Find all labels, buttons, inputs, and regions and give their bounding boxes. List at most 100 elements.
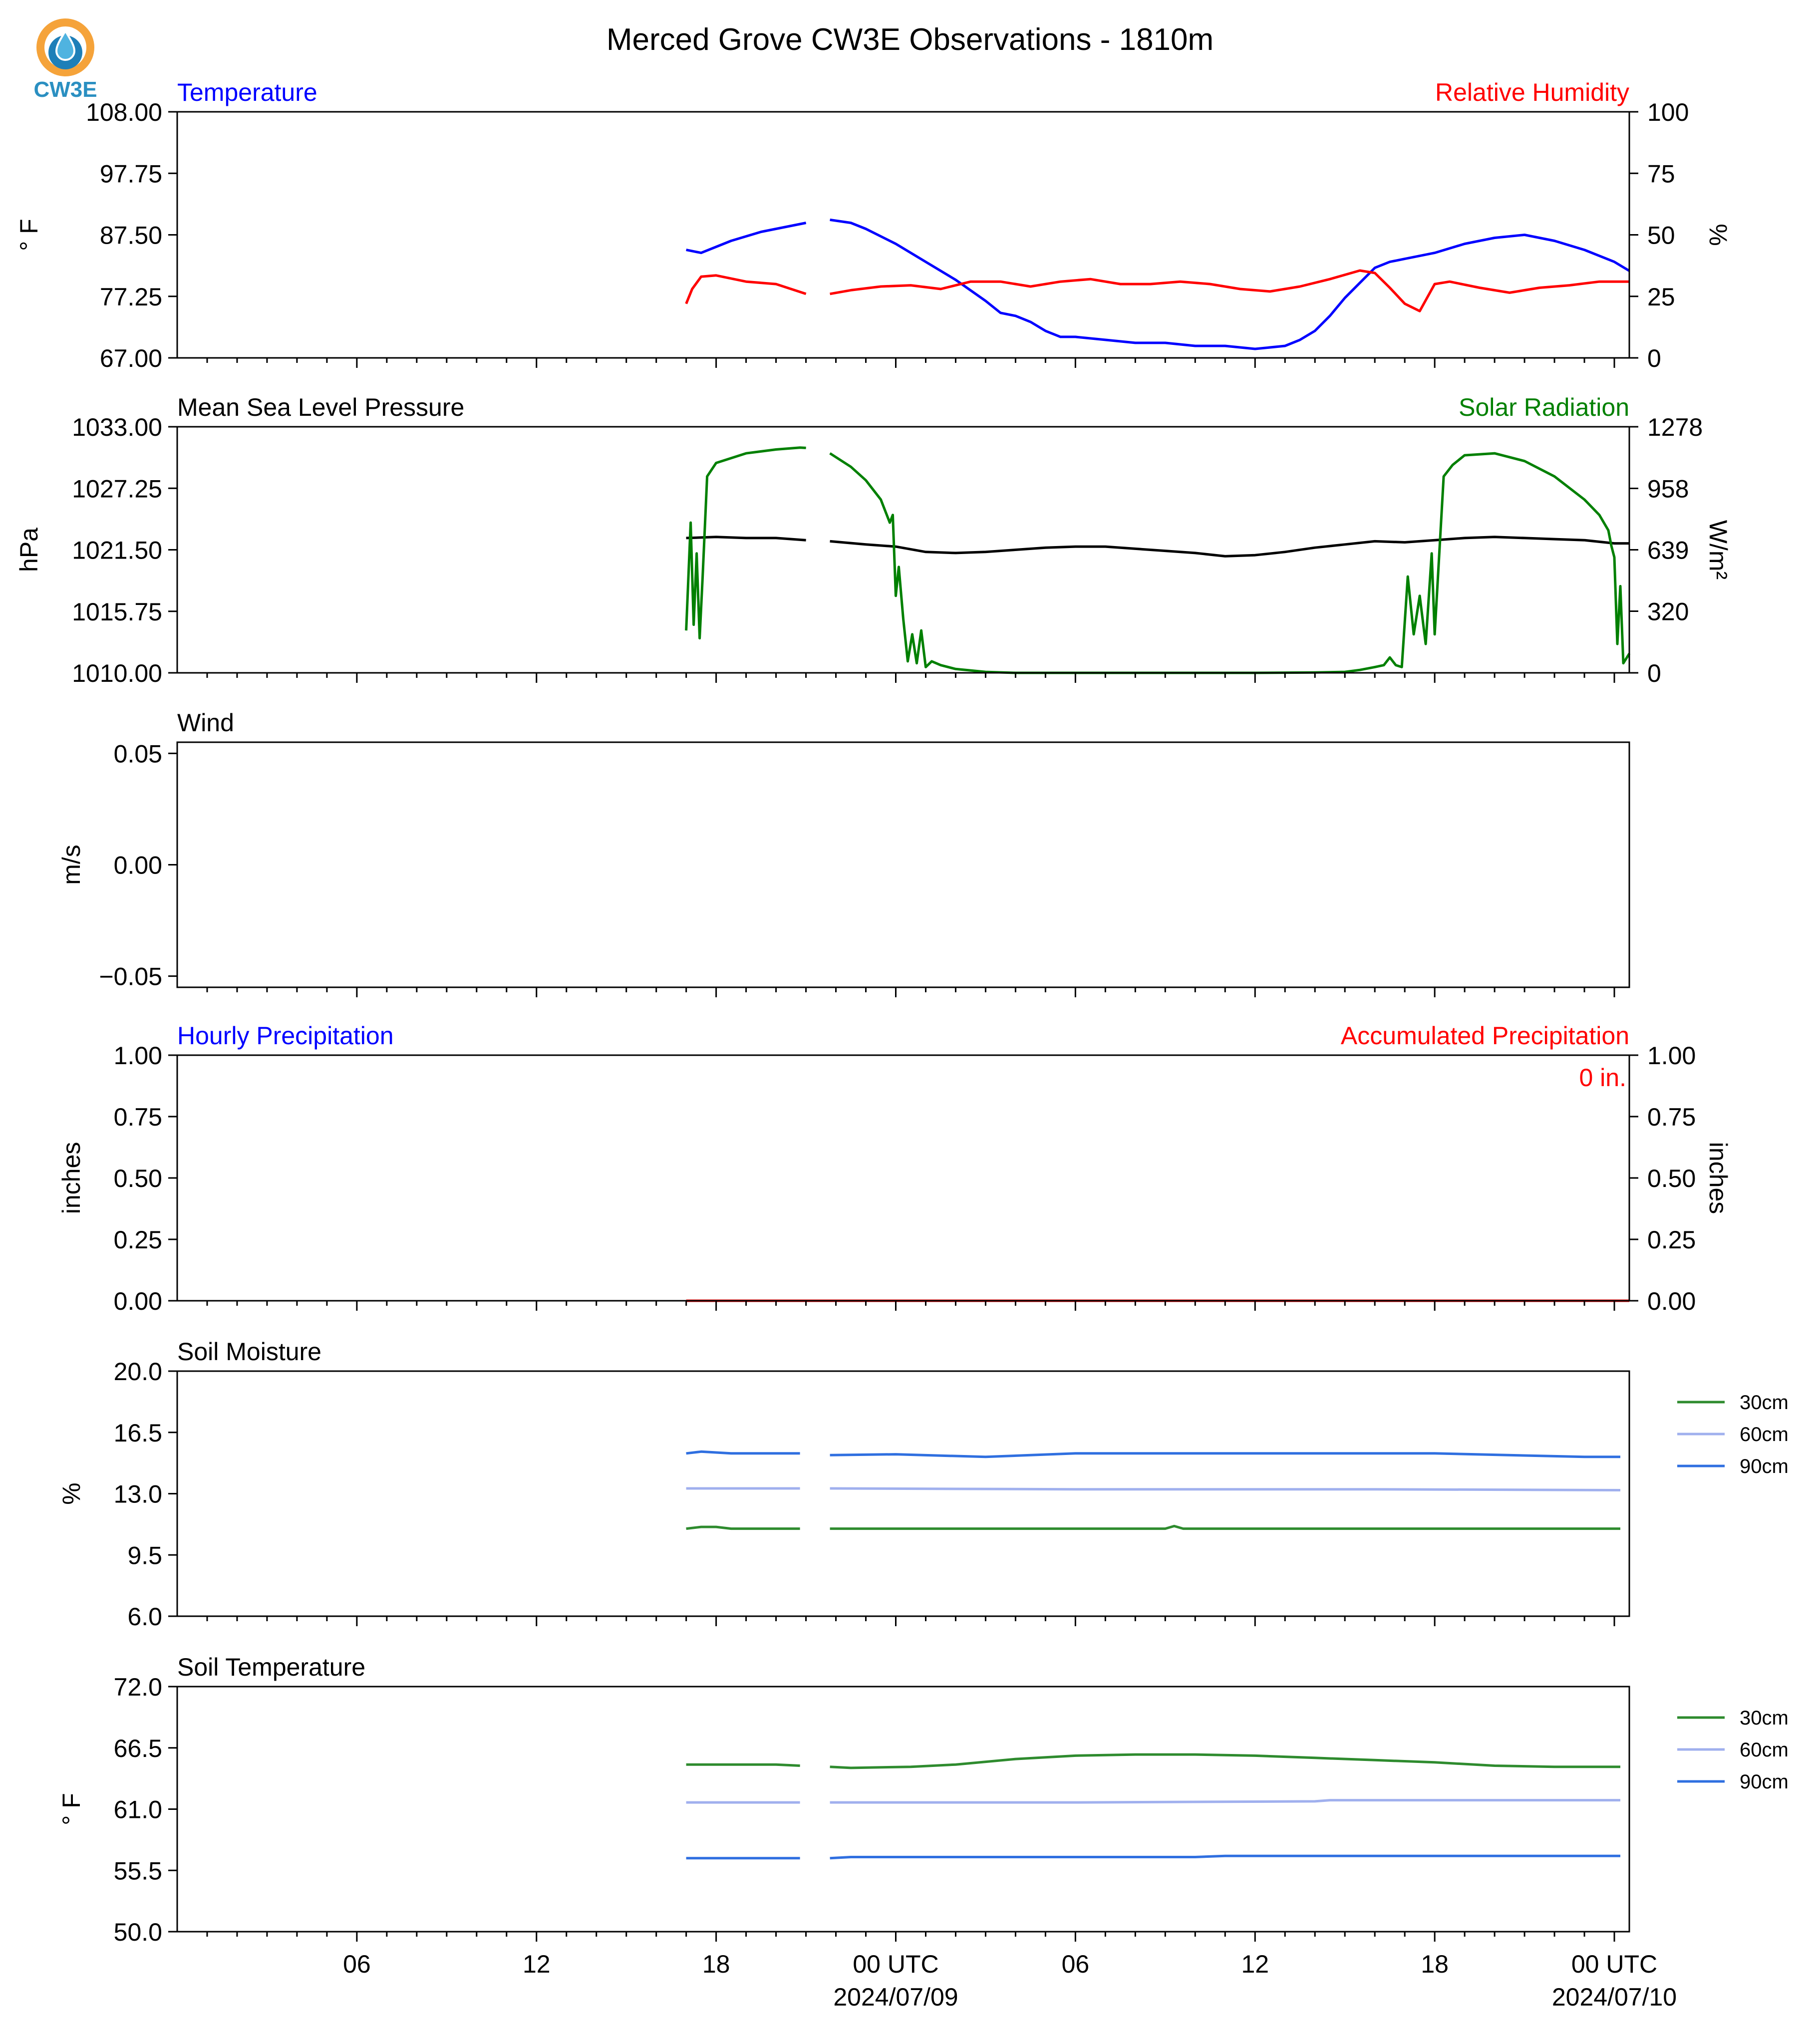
x-tick-label: 00 UTC bbox=[853, 1950, 938, 1978]
y-tick-label: 0.75 bbox=[114, 1103, 162, 1131]
series-line-red bbox=[685, 269, 1629, 312]
y-tick-label: 72.0 bbox=[114, 1673, 162, 1701]
y-tick-label: 0.50 bbox=[114, 1164, 162, 1192]
plot-frame bbox=[176, 1054, 1630, 1302]
plot-frame bbox=[176, 426, 1630, 674]
y-tick-label-right: 0.00 bbox=[1647, 1287, 1696, 1315]
y-tick-label-right: 0.25 bbox=[1647, 1226, 1696, 1254]
y-axis-label-right: % bbox=[1704, 224, 1732, 246]
series-line-90cm bbox=[686, 1854, 1620, 1860]
y-axis-label-right: inches bbox=[1704, 1142, 1732, 1214]
y-tick-label-right: 958 bbox=[1647, 475, 1689, 503]
x-tick-label: 12 bbox=[523, 1950, 551, 1978]
y-tick-label: 77.25 bbox=[100, 283, 162, 311]
y-tick-label: 6.0 bbox=[127, 1603, 162, 1631]
figure-title: Merced Grove CW3E Observations - 1810m bbox=[607, 22, 1213, 57]
legend-label: 90cm bbox=[1740, 1771, 1789, 1793]
y-tick-label: 87.50 bbox=[100, 222, 162, 250]
y-axis-label: ° F bbox=[57, 1793, 85, 1825]
panel-title-right: Accumulated Precipitation bbox=[1341, 1022, 1629, 1050]
series-line-30cm bbox=[686, 1524, 1620, 1530]
y-tick-label: 55.5 bbox=[114, 1857, 162, 1885]
y-tick-label: 1015.75 bbox=[72, 598, 162, 626]
y-tick-label-right: 0.50 bbox=[1647, 1164, 1696, 1192]
y-tick-label-right: 0 bbox=[1647, 344, 1661, 372]
panel6: 50.0 55.5 61.0 66.5 72.0 Soil Temperature ° F 3… bbox=[57, 1653, 1789, 1946]
series-line-90cm bbox=[686, 1450, 1620, 1458]
x-tick-label: 18 bbox=[1421, 1950, 1449, 1978]
y-tick-label-right: 75 bbox=[1647, 160, 1675, 188]
y-tick-label: 13.0 bbox=[114, 1480, 162, 1508]
y-tick-label-right: 0.75 bbox=[1647, 1103, 1696, 1131]
y-tick-label: 1021.50 bbox=[72, 537, 162, 565]
panel1: 67.00 77.25 87.50 97.75 108.00 0 25 50 75 100 Temp… bbox=[15, 78, 1732, 372]
y-tick-label: 0.00 bbox=[114, 1287, 162, 1315]
panel-title-left: Soil Moisture bbox=[177, 1338, 321, 1366]
panel2: 1010.00 1015.75 1021.50 1027.25 1033.00 0 320 6… bbox=[15, 393, 1732, 687]
y-tick-label-right: 1.00 bbox=[1647, 1042, 1696, 1070]
panel-title-left: Temperature bbox=[177, 78, 317, 106]
y-axis-label: m/s bbox=[57, 845, 85, 885]
plot-frame bbox=[176, 1686, 1630, 1933]
y-tick-label: 1.00 bbox=[114, 1042, 162, 1070]
x-tick-label: 18 bbox=[702, 1950, 730, 1978]
plot-frame bbox=[176, 741, 1630, 988]
y-tick-label-right: 100 bbox=[1647, 98, 1689, 126]
y-tick-label: 1033.00 bbox=[72, 413, 162, 441]
y-tick-label-right: 639 bbox=[1647, 537, 1689, 565]
y-tick-label: 1010.00 bbox=[72, 659, 162, 687]
panel-title-left: Mean Sea Level Pressure bbox=[177, 393, 464, 421]
x-date-label: 2024/07/09 bbox=[833, 1983, 958, 2011]
plot-frame bbox=[176, 1370, 1630, 1617]
series-line-black bbox=[686, 536, 1629, 558]
panel5: 6.0 9.5 13.0 16.5 20.0 Soil Moisture% 30cm 60cm… bbox=[57, 1338, 1789, 1631]
y-axis-label: ° F bbox=[15, 219, 43, 251]
y-tick-label-right: 50 bbox=[1647, 222, 1675, 250]
panel-title-left: Wind bbox=[177, 709, 234, 737]
y-tick-label: −0.05 bbox=[99, 963, 162, 991]
y-tick-label: 0.25 bbox=[114, 1226, 162, 1254]
legend-label: 60cm bbox=[1740, 1739, 1789, 1761]
series-line-blue bbox=[686, 218, 1630, 350]
x-tick-label: 06 bbox=[1062, 1950, 1090, 1978]
plot-frame bbox=[176, 111, 1630, 359]
y-tick-label-right: 320 bbox=[1647, 598, 1689, 626]
panel-title-left: Hourly Precipitation bbox=[177, 1022, 394, 1050]
panel-title-right: Relative Humidity bbox=[1435, 78, 1629, 106]
panel-title-left: Soil Temperature bbox=[177, 1653, 365, 1681]
series-line-30cm bbox=[686, 1753, 1620, 1769]
y-tick-label: 20.0 bbox=[114, 1358, 162, 1386]
drop-icon bbox=[55, 29, 76, 61]
y-tick-label: 108.00 bbox=[86, 98, 162, 126]
y-tick-label: 1027.25 bbox=[72, 475, 162, 503]
panel4: 0.00 0.25 0.50 0.75 1.00 0.00 0.25 0.50 0.75 1.00… bbox=[57, 1022, 1732, 1315]
y-tick-label: 0.05 bbox=[114, 740, 162, 768]
series-line-60cm bbox=[686, 1799, 1620, 1804]
cw3e-logo: CW3E bbox=[33, 18, 97, 102]
legend-label: 90cm bbox=[1740, 1455, 1789, 1477]
legend-label: 60cm bbox=[1740, 1424, 1789, 1446]
y-axis-label: % bbox=[57, 1482, 85, 1504]
y-tick-label-right: 25 bbox=[1647, 283, 1675, 311]
y-tick-label: 97.75 bbox=[100, 160, 162, 188]
series-line-green bbox=[685, 446, 1631, 674]
y-tick-label: 50.0 bbox=[114, 1918, 162, 1946]
accumulated-annotation: 0 in. bbox=[1579, 1064, 1626, 1092]
logo-text: CW3E bbox=[33, 77, 97, 102]
legend-label: 30cm bbox=[1740, 1392, 1789, 1414]
y-tick-label: 9.5 bbox=[127, 1541, 162, 1569]
y-tick-label: 61.0 bbox=[114, 1796, 162, 1824]
panel-title-right: Solar Radiation bbox=[1459, 393, 1629, 421]
y-tick-label-right: 0 bbox=[1647, 659, 1661, 687]
y-tick-label: 16.5 bbox=[114, 1419, 162, 1447]
x-tick-label: 00 UTC bbox=[1571, 1950, 1657, 1978]
panel3: −0.05 0.00 0.05 Wind m/s bbox=[57, 709, 1630, 997]
y-tick-label-right: 1278 bbox=[1647, 413, 1703, 441]
legend-label: 30cm bbox=[1740, 1707, 1789, 1729]
y-tick-label: 67.00 bbox=[100, 344, 162, 372]
y-axis-label: hPa bbox=[15, 528, 43, 572]
x-tick-label: 12 bbox=[1241, 1950, 1269, 1978]
x-date-label: 2024/07/10 bbox=[1552, 1983, 1677, 2011]
y-tick-label: 66.5 bbox=[114, 1735, 162, 1762]
